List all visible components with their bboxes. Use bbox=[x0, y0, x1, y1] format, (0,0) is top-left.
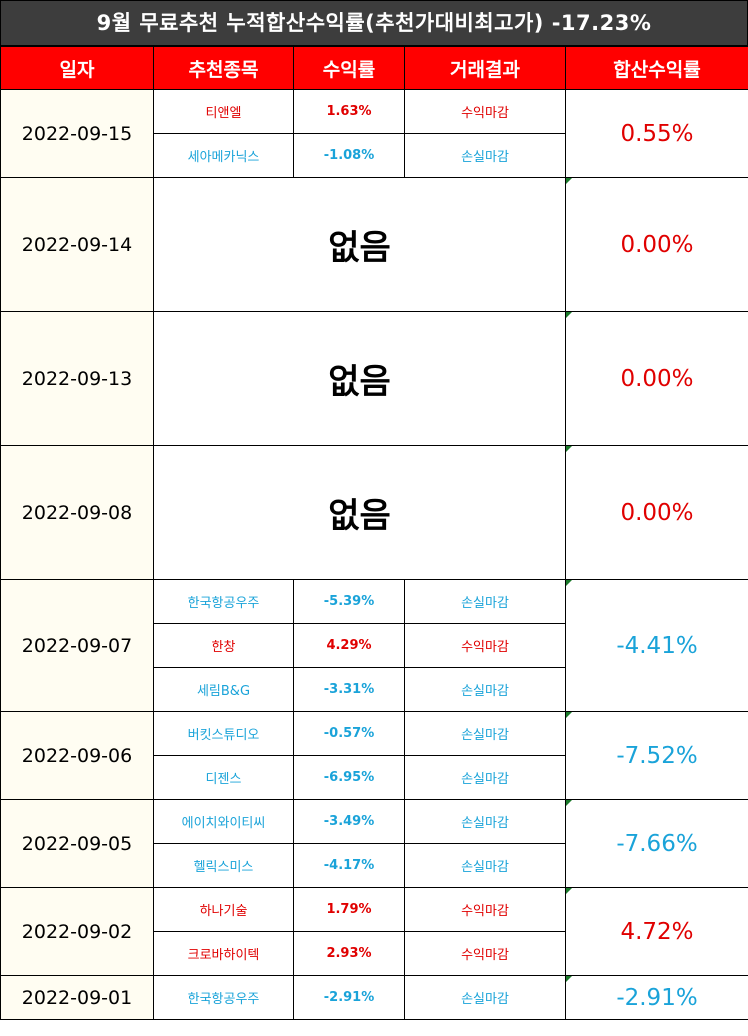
table-row: 디젠스 -6.95% 손실마감 bbox=[1, 755, 748, 800]
date-cell: 2022-09-13 bbox=[0, 311, 154, 446]
stock-name-cell: 하나기술 bbox=[153, 887, 294, 932]
trade-result-cell: 수익마감 bbox=[404, 931, 566, 976]
cumulative-return-cell: 0.00% bbox=[565, 311, 748, 446]
table-row: 2022-09-13 없음 0.00% bbox=[0, 311, 748, 446]
date-cell: 2022-09-02 bbox=[0, 887, 154, 976]
return-cell: 4.29% bbox=[293, 623, 405, 668]
return-cell: -6.95% bbox=[293, 755, 405, 800]
stock-name-cell: 버킷스튜디오 bbox=[153, 711, 294, 756]
cumulative-return-cell: -2.91% bbox=[565, 975, 748, 1020]
header-cumulative: 합산수익률 bbox=[565, 46, 748, 90]
table-body: 2022-09-15 티앤엘 1.63% 수익마감 0.55% 세아메카닉스 -1.08% 손… bbox=[0, 89, 748, 1020]
header-return: 수익률 bbox=[293, 46, 405, 90]
cumulative-return-cell: 4.72% bbox=[565, 887, 748, 976]
trade-result-cell: 손실마감 bbox=[404, 755, 566, 800]
table-row: 2022-09-08 없음 0.00% bbox=[0, 445, 748, 580]
table-row: 2022-09-06 버킷스튜디오 -0.57% 손실마감 -7.52% bbox=[0, 711, 748, 800]
return-cell: 2.93% bbox=[293, 931, 405, 976]
stock-name-cell: 디젠스 bbox=[153, 755, 294, 800]
trade-result-cell: 손실마감 bbox=[404, 579, 566, 624]
stock-name-cell: 에이치와이티씨 bbox=[153, 799, 294, 844]
date-cell: 2022-09-14 bbox=[0, 177, 154, 312]
return-cell: -5.39% bbox=[293, 579, 405, 624]
table-row: 2022-09-07 한국항공우주 -5.39% 손실마감 -4.41% bbox=[0, 579, 748, 712]
header-result: 거래결과 bbox=[404, 46, 566, 90]
table-row: 세림B&G -3.31% 손실마감 bbox=[1, 667, 748, 712]
table-row: 크로바하이텍 2.93% 수익마감 bbox=[1, 931, 748, 976]
return-cell: -3.49% bbox=[293, 799, 405, 844]
stock-name-cell: 세아메카닉스 bbox=[153, 133, 294, 178]
stock-name-cell: 한창 bbox=[153, 623, 294, 668]
stock-name-cell: 헬릭스미스 bbox=[153, 843, 294, 888]
date-cell: 2022-09-15 bbox=[0, 89, 154, 178]
trade-result-cell: 손실마감 bbox=[404, 843, 566, 888]
trade-result-cell: 손실마감 bbox=[404, 711, 566, 756]
stock-name-cell: 세림B&G bbox=[153, 667, 294, 712]
header-row: 일자 추천종목 수익률 거래결과 합산수익률 bbox=[0, 46, 748, 90]
stock-name-cell: 크로바하이텍 bbox=[153, 931, 294, 976]
table-row: 2022-09-05 에이치와이티씨 -3.49% 손실마감 -7.66% bbox=[0, 799, 748, 888]
return-cell: -3.31% bbox=[293, 667, 405, 712]
trade-result-cell: 손실마감 bbox=[404, 133, 566, 178]
return-cell: 1.79% bbox=[293, 887, 405, 932]
date-cell: 2022-09-05 bbox=[0, 799, 154, 888]
no-recommendation-cell: 없음 bbox=[153, 177, 566, 312]
table-row: 2022-09-02 하나기술 1.79% 수익마감 4.72% bbox=[0, 887, 748, 976]
header-stock: 추천종목 bbox=[153, 46, 294, 90]
no-recommendation-cell: 없음 bbox=[153, 445, 566, 580]
date-cell: 2022-09-08 bbox=[0, 445, 154, 580]
date-cell: 2022-09-01 bbox=[0, 975, 154, 1020]
cumulative-return-cell: 0.00% bbox=[565, 445, 748, 580]
return-cell: -2.91% bbox=[293, 975, 405, 1020]
date-cell: 2022-09-07 bbox=[0, 579, 154, 712]
trade-result-cell: 손실마감 bbox=[404, 975, 566, 1020]
stock-name-cell: 한국항공우주 bbox=[153, 975, 294, 1020]
cumulative-return-cell: 0.55% bbox=[565, 89, 748, 178]
table-row: 헬릭스미스 -4.17% 손실마감 bbox=[1, 843, 748, 888]
trade-result-cell: 손실마감 bbox=[404, 799, 566, 844]
table-row: 2022-09-14 없음 0.00% bbox=[0, 177, 748, 312]
trade-result-cell: 수익마감 bbox=[404, 89, 566, 134]
trade-result-cell: 수익마감 bbox=[404, 623, 566, 668]
header-date: 일자 bbox=[0, 46, 154, 90]
return-cell: -1.08% bbox=[293, 133, 405, 178]
cumulative-return-cell: -7.66% bbox=[565, 799, 748, 888]
no-recommendation-cell: 없음 bbox=[153, 311, 566, 446]
return-cell: 1.63% bbox=[293, 89, 405, 134]
date-cell: 2022-09-06 bbox=[0, 711, 154, 800]
cumulative-return-cell: 0.00% bbox=[565, 177, 748, 312]
cumulative-return-cell: -4.41% bbox=[565, 579, 748, 712]
table-row: 2022-09-15 티앤엘 1.63% 수익마감 0.55% bbox=[0, 89, 748, 178]
sheet-title: 9월 무료추천 누적합산수익률(추천가대비최고가) -17.23% bbox=[0, 0, 748, 46]
trade-result-cell: 손실마감 bbox=[404, 667, 566, 712]
return-cell: -0.57% bbox=[293, 711, 405, 756]
return-cell: -4.17% bbox=[293, 843, 405, 888]
stock-name-cell: 한국항공우주 bbox=[153, 579, 294, 624]
table-row: 한창 4.29% 수익마감 bbox=[1, 623, 748, 668]
stock-name-cell: 티앤엘 bbox=[153, 89, 294, 134]
table-row: 2022-09-01 한국항공우주 -2.91% 손실마감 -2.91% bbox=[0, 975, 748, 1020]
cumulative-return-cell: -7.52% bbox=[565, 711, 748, 800]
returns-table: 일자 추천종목 수익률 거래결과 합산수익률 2022-09-15 티앤엘 1.63… bbox=[0, 46, 748, 1020]
trade-result-cell: 수익마감 bbox=[404, 887, 566, 932]
